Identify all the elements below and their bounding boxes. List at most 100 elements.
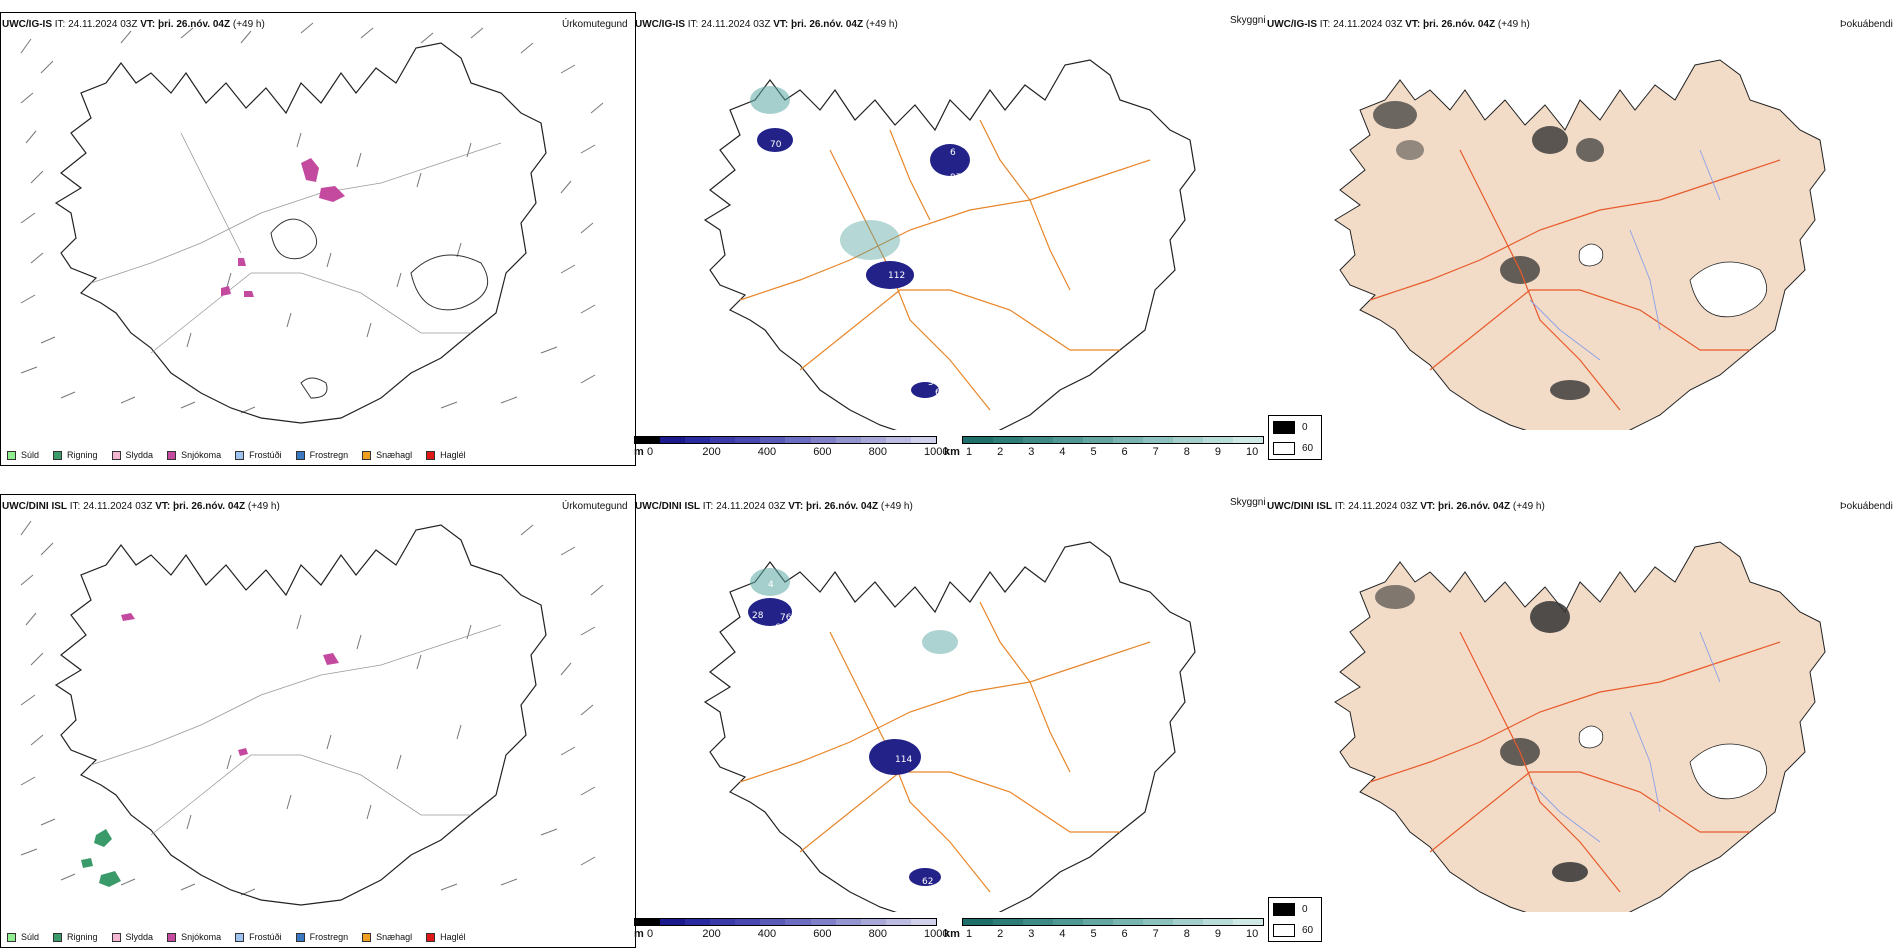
colorbar-unit: km bbox=[944, 446, 960, 458]
valid-time: þri. 26.nóv. 04Z bbox=[158, 19, 231, 30]
colorbar-segment bbox=[710, 437, 736, 443]
valid-time: þri. 26.nóv. 04Z bbox=[806, 501, 879, 512]
colorbar-tick-label: 5 bbox=[1090, 928, 1097, 940]
colorbar-segment bbox=[810, 919, 836, 925]
colorbar-segment bbox=[1143, 919, 1173, 925]
legend-swatch bbox=[111, 932, 121, 942]
colorbar-segment bbox=[835, 437, 861, 443]
colorbar-unit: m bbox=[634, 928, 644, 940]
fog-shading bbox=[1373, 101, 1604, 400]
glaciers bbox=[1578, 725, 1768, 800]
colorbar-tick-label: 1 bbox=[966, 928, 973, 940]
it-label: IT: bbox=[54, 19, 66, 30]
colorbar-segment bbox=[635, 919, 661, 925]
colorbar-segment bbox=[963, 919, 993, 925]
ceiling-ticks-top: m 0 200 400 600 800 1000 bbox=[634, 446, 948, 460]
station-label: 114 bbox=[895, 755, 912, 765]
colorbar-tick-label: 4 bbox=[1059, 446, 1066, 458]
station-label: 5 bbox=[928, 378, 934, 388]
legend-swatch bbox=[111, 450, 121, 460]
legend-item-haglél: Haglél bbox=[426, 450, 466, 460]
colorbar-tick-label: 1000 bbox=[924, 928, 949, 940]
iceland-land bbox=[1334, 59, 1826, 430]
colorbar-tick-label: 800 bbox=[868, 928, 887, 940]
colorbar-tick-label: 7 bbox=[1152, 446, 1159, 458]
colorbar-tick-label: 6 bbox=[1121, 446, 1128, 458]
legend-item-snjókoma: Snjókoma bbox=[167, 450, 221, 460]
init-time: 24.11.2024 03Z bbox=[83, 501, 153, 512]
iceland-coastline bbox=[703, 541, 1196, 912]
rivers bbox=[1529, 631, 1721, 843]
model-name: UWC/IG-IS bbox=[635, 19, 685, 30]
colorbar-tick-label: 9 bbox=[1214, 928, 1221, 940]
wind-barbs bbox=[20, 22, 604, 414]
vt-label: VT: bbox=[788, 501, 804, 512]
colorbar-segment bbox=[1053, 919, 1083, 925]
vt-label: VT: bbox=[140, 19, 156, 30]
colorbar-segment bbox=[735, 919, 761, 925]
legend-item-slydda: Slydda bbox=[111, 450, 154, 460]
colorbar-tick-label: 10 bbox=[1246, 928, 1259, 940]
legend-label: Rigning bbox=[67, 932, 98, 942]
wind-barbs bbox=[20, 520, 604, 896]
legend-swatch bbox=[426, 450, 436, 460]
colorbar-tick-label: 4 bbox=[1059, 928, 1066, 940]
legend-label: Frostúði bbox=[249, 932, 282, 942]
colorbar-tick-label: 5 bbox=[1090, 446, 1097, 458]
iceland-land bbox=[1334, 541, 1826, 912]
rain-areas bbox=[81, 829, 121, 887]
legend-label: Haglél bbox=[440, 932, 466, 942]
snow-areas bbox=[221, 158, 345, 297]
colorbar-segment bbox=[810, 437, 836, 443]
it-label: IT: bbox=[687, 19, 699, 30]
colorbar-segment bbox=[785, 919, 811, 925]
road-network bbox=[1369, 631, 1781, 893]
legend-item-frostúði: Frostúði bbox=[235, 932, 282, 942]
visibility-ticks-top: km 1 2 3 4 5 6 7 8 9 10 bbox=[944, 446, 1264, 460]
colorbar-tick-label: 10 bbox=[1246, 446, 1259, 458]
colorbar-tick-label: 0 bbox=[647, 928, 654, 940]
model-name: UWC/IG-IS bbox=[2, 19, 52, 30]
colorbar-segment bbox=[860, 919, 886, 925]
colorbar-segment bbox=[710, 919, 736, 925]
fog-map-top bbox=[1334, 59, 1826, 430]
rivers bbox=[1529, 149, 1721, 361]
fog-legend-top: 0 60 bbox=[1268, 415, 1322, 460]
fog-map-bottom bbox=[1334, 541, 1826, 912]
colorbar-segment bbox=[1233, 437, 1263, 443]
valid-time: þri. 26.nóv. 04Z bbox=[1438, 501, 1511, 512]
legend-swatch bbox=[295, 932, 305, 942]
legend-swatch bbox=[53, 932, 63, 942]
colorbar-segment bbox=[685, 919, 711, 925]
lead-time: (+49 h) bbox=[1512, 501, 1545, 512]
colorbar-tick-label: 3 bbox=[1028, 446, 1035, 458]
legend-label: Slydda bbox=[125, 450, 154, 460]
fog-legend-swatch-0 bbox=[1273, 421, 1295, 434]
legend-item-haglél: Haglél bbox=[426, 932, 466, 942]
colorbar-segment bbox=[910, 919, 936, 925]
legend-label: Frostregn bbox=[309, 450, 349, 460]
colorbar-tick-label: 7 bbox=[1152, 928, 1159, 940]
colorbar-tick-label: 600 bbox=[813, 446, 832, 458]
visibility-ticks-bottom: km 1 2 3 4 5 6 7 8 9 10 bbox=[944, 928, 1264, 942]
station-labels: 4 28 676 114 79 62 bbox=[752, 580, 933, 887]
station-label: 6 bbox=[950, 148, 956, 158]
colorbar-segment bbox=[1173, 437, 1203, 443]
legend-item-súld: Súld bbox=[7, 450, 39, 460]
colorbar-tick-label: 2 bbox=[997, 928, 1004, 940]
ceiling-ticks-bottom: m 0 200 400 600 800 1000 bbox=[634, 928, 948, 942]
visibility-map-bottom: 4 28 676 114 79 62 bbox=[703, 541, 1196, 912]
colorbar-tick-label: 8 bbox=[1183, 446, 1190, 458]
low-ceiling-areas bbox=[750, 86, 970, 398]
legend-swatch bbox=[7, 932, 16, 942]
snow-areas bbox=[121, 613, 339, 756]
colorbar-tick-label: 200 bbox=[702, 446, 721, 458]
colorbar-segment bbox=[993, 919, 1023, 925]
model-name: UWC/DINI ISL bbox=[635, 501, 700, 512]
legend-label: Haglél bbox=[440, 450, 466, 460]
legend-item-snjókoma: Snjókoma bbox=[167, 932, 221, 942]
colorbar-segment bbox=[735, 437, 761, 443]
precip-type-panel-top: Súld Rigning Slydda Snjókoma Frostúði Frostre… bbox=[0, 12, 636, 466]
colorbar-segment bbox=[685, 437, 711, 443]
init-time: 24.11.2024 03Z bbox=[68, 19, 138, 30]
